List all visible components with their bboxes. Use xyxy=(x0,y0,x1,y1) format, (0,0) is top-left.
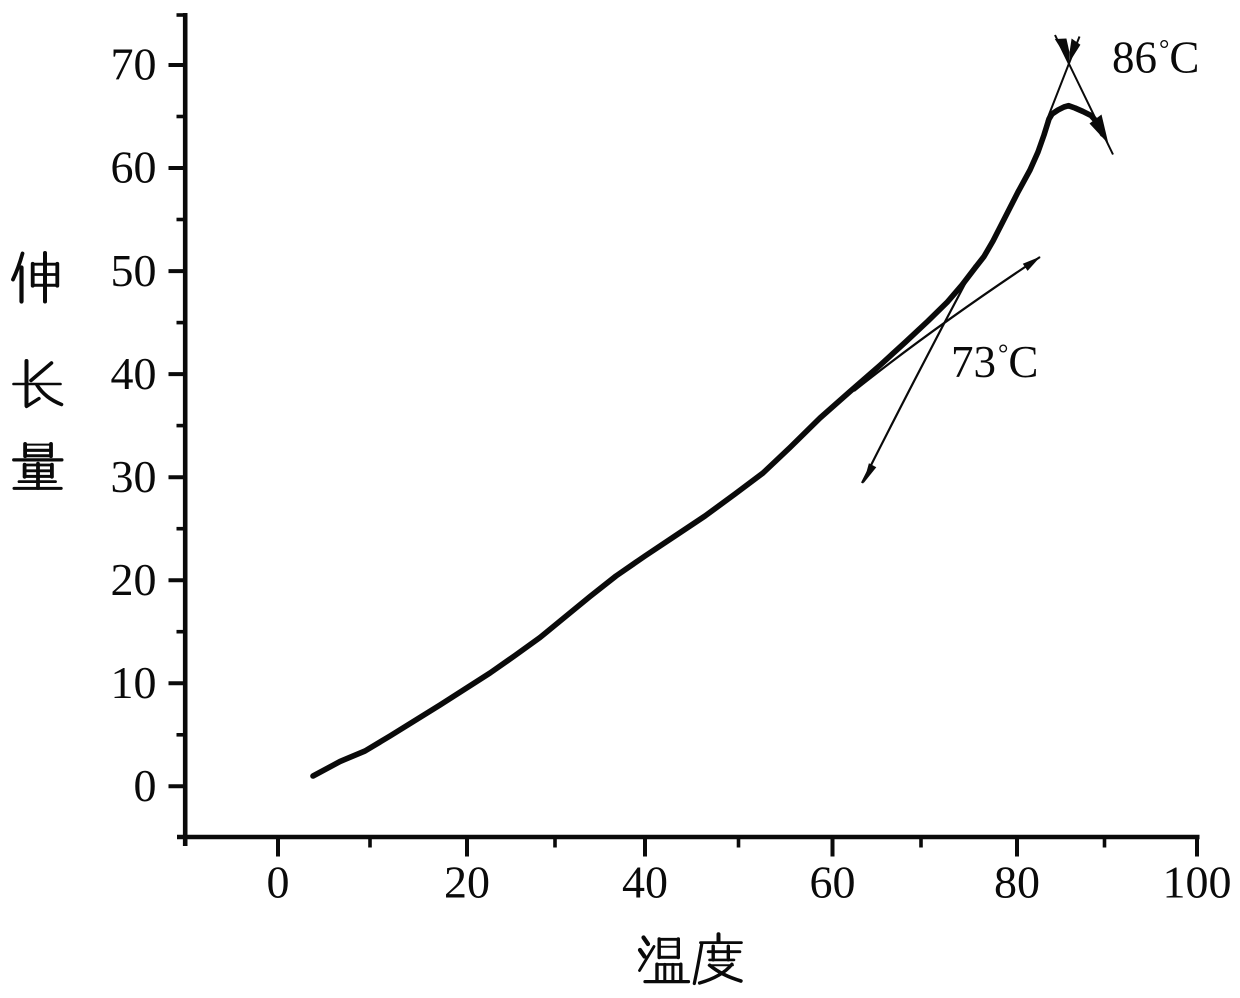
svg-text:20: 20 xyxy=(111,554,157,605)
svg-text:60: 60 xyxy=(810,857,856,908)
svg-text:50: 50 xyxy=(111,245,157,296)
svg-text:40: 40 xyxy=(622,857,668,908)
svg-text:20: 20 xyxy=(444,857,490,908)
svg-text:40: 40 xyxy=(111,348,157,399)
svg-text:0: 0 xyxy=(134,760,157,811)
svg-text:30: 30 xyxy=(111,451,157,502)
svg-text:0: 0 xyxy=(267,857,290,908)
svg-text:86°C: 86°C xyxy=(1112,33,1199,83)
svg-text:10: 10 xyxy=(111,657,157,708)
svg-text:73°C: 73°C xyxy=(951,337,1038,387)
svg-text:100: 100 xyxy=(1163,857,1232,908)
svg-text:60: 60 xyxy=(111,142,157,193)
svg-text:70: 70 xyxy=(111,39,157,90)
svg-text:80: 80 xyxy=(994,857,1040,908)
